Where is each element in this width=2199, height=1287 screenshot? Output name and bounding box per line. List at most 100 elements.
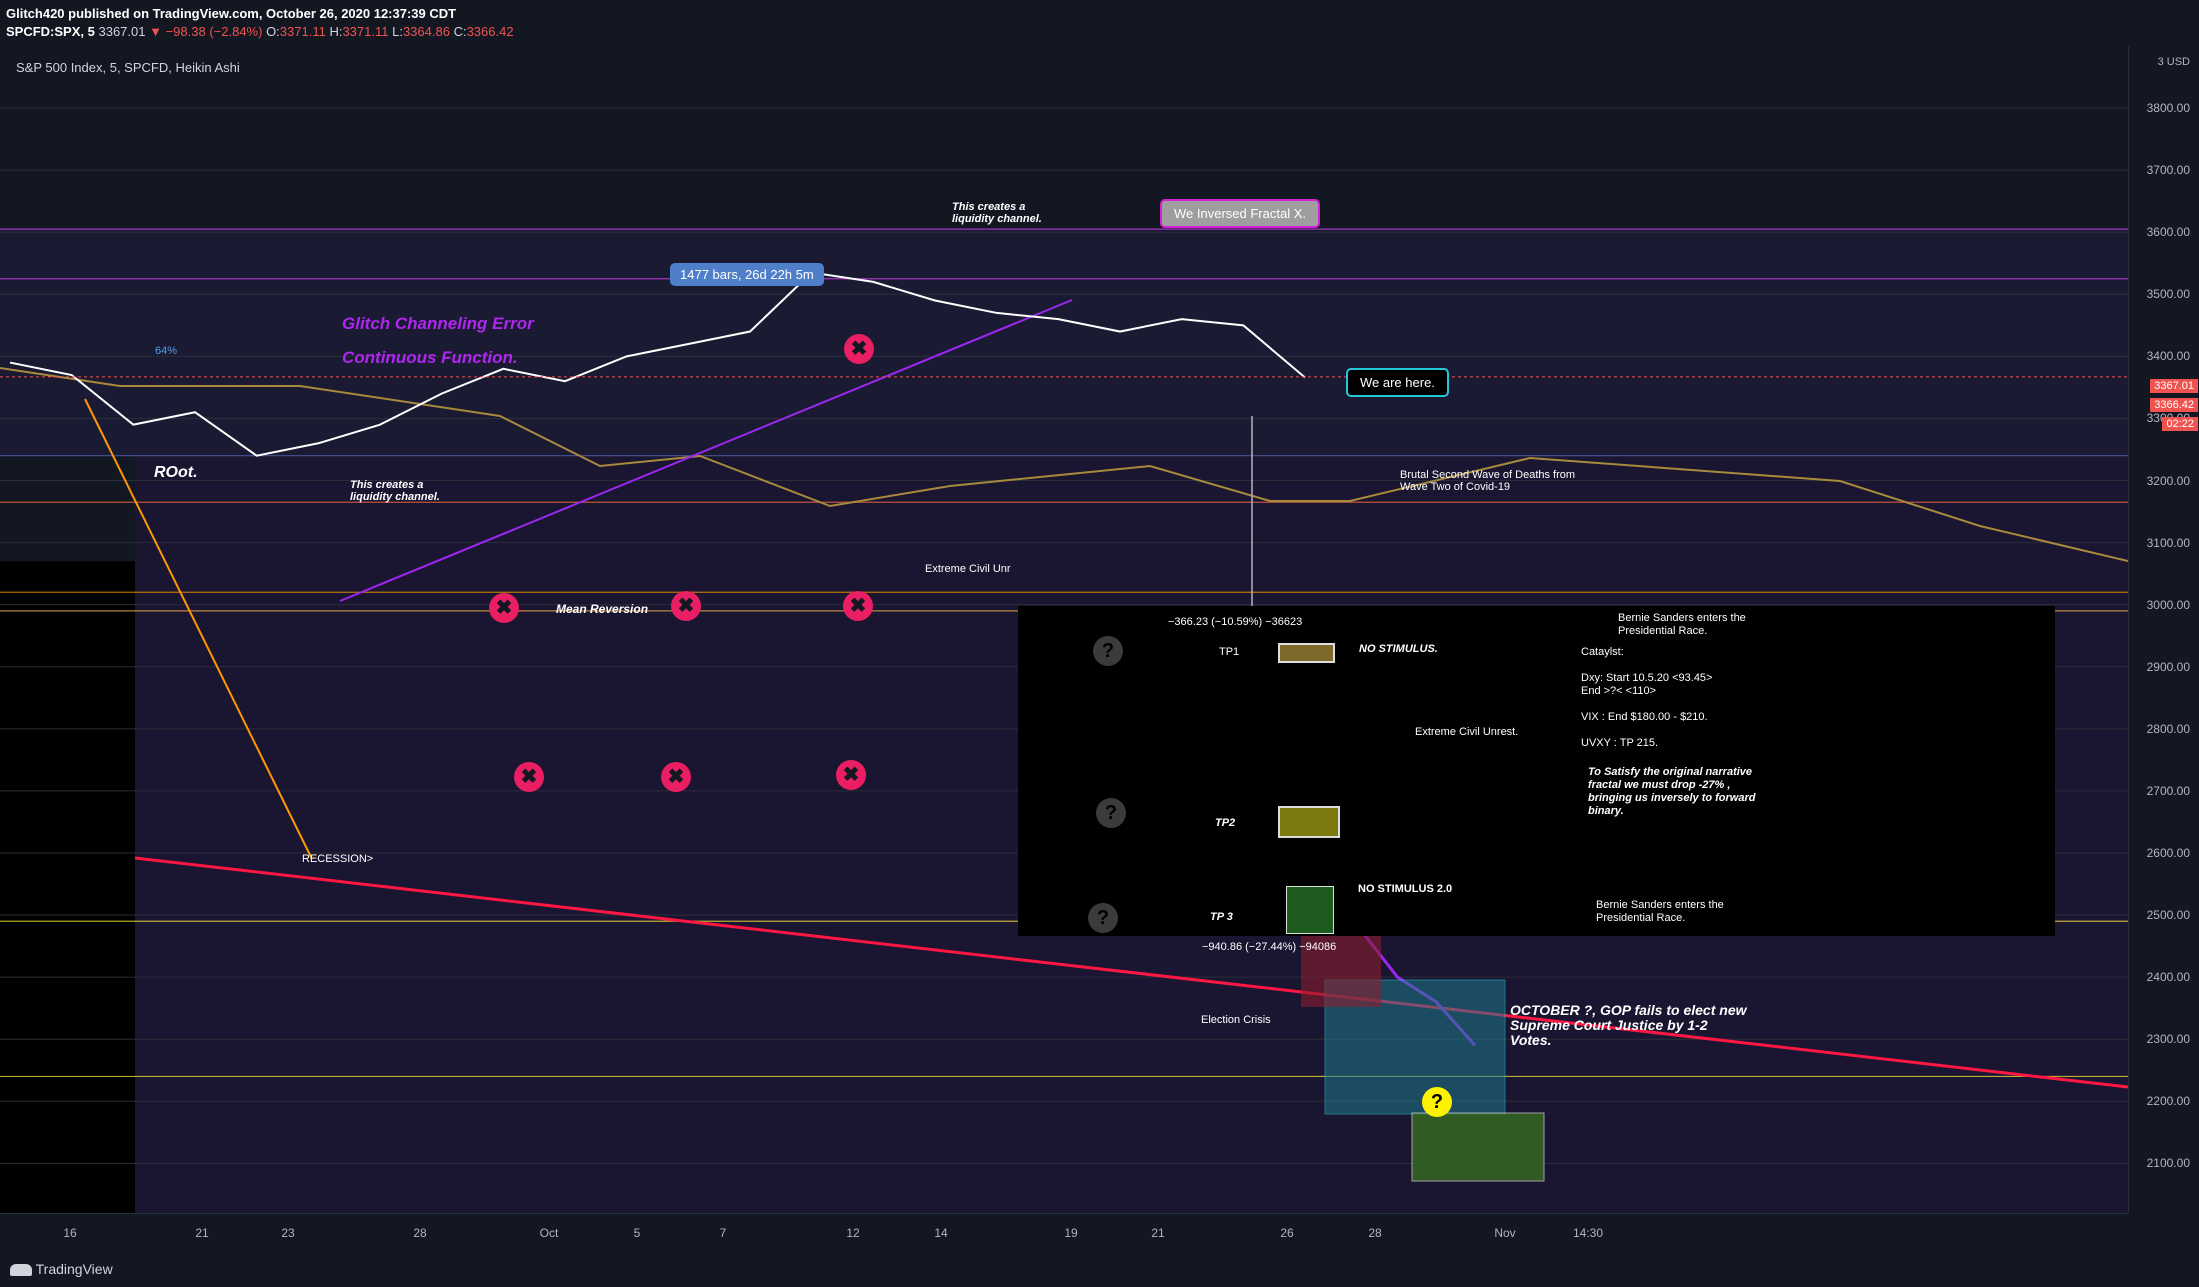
- liquidity-note-top: This creates a liquidity channel.: [952, 201, 1042, 225]
- chart-plot-area[interactable]: S&P 500 Index, 5, SPCFD, Heikin Ashi We …: [0, 46, 2128, 1213]
- x-marker[interactable]: ✖: [514, 762, 544, 792]
- x-marker[interactable]: ✖: [844, 334, 874, 364]
- y-tick-label: 2100.00: [2146, 1156, 2190, 1171]
- countdown-tag: 02:22: [2162, 417, 2198, 431]
- measure-bottom-label: −940.86 (−27.44%) −94086: [1202, 941, 1337, 953]
- x-tick-label: 21: [1151, 1226, 1165, 1240]
- high-value: 3371.11: [342, 24, 389, 39]
- open-value: 3371.11: [279, 24, 326, 39]
- no-stimulus-2-label: NO STIMULUS 2.0: [1358, 883, 1453, 895]
- root-label: ROot.: [154, 464, 198, 481]
- x-marker[interactable]: ✖: [843, 591, 873, 621]
- y-tick-label: 2800.00: [2146, 721, 2190, 736]
- x-tick-label: 28: [413, 1226, 427, 1240]
- target-box-green: [1411, 1112, 1545, 1182]
- x-marker[interactable]: ✖: [489, 593, 519, 623]
- time-axis[interactable]: 16 21 23 28 Oct 5 7 12 14 19 21 26 28 Nov 14:30: [0, 1213, 2128, 1254]
- x-tick-label: 28: [1368, 1226, 1382, 1240]
- glitch-channel-label: Glitch Channeling Error: [342, 314, 534, 333]
- y-tick-label: 2300.00: [2146, 1032, 2190, 1047]
- tp1-label: TP1: [1219, 646, 1240, 658]
- y-tick-label: 3700.00: [2146, 163, 2190, 178]
- no-stimulus-label: NO STIMULUS.: [1359, 643, 1438, 655]
- footer: TradingView: [0, 1253, 2199, 1287]
- question-icon: ?: [1088, 903, 1118, 933]
- price-axis[interactable]: 3 USD 3800.00 3700.00 3600.00 3500.00 3400.0…: [2128, 46, 2199, 1213]
- extreme-unrest-note: Extreme Civil Unrest.: [1415, 726, 1519, 738]
- october-note: OCTOBER ?, GOP fails to elect new Suprem…: [1510, 1002, 1747, 1048]
- liquidity-note-left: This creates a liquidity channel.: [350, 479, 440, 503]
- continuous-function-label: Continuous Function.: [342, 348, 518, 367]
- question-icon: ?: [1093, 636, 1123, 666]
- x-tick-label: 21: [195, 1226, 209, 1240]
- symbol-name: SPCFD:SPX, 5: [6, 24, 95, 39]
- close-price-tag: 3366.42: [2150, 398, 2198, 412]
- x-tick-label: 14:30: [1572, 1226, 1604, 1240]
- y-tick-label: 3500.00: [2146, 287, 2190, 302]
- question-icon: ?: [1096, 798, 1126, 828]
- satisfy-note: To Satisfy the original narrative fracta…: [1588, 766, 1756, 817]
- y-tick-label: 2200.00: [2146, 1094, 2190, 1109]
- recession-label: RECESSION>: [302, 853, 374, 865]
- symbol-line: SPCFD:SPX, 5 3367.01 ▼ −98.38 (−2.84%) O…: [6, 24, 514, 39]
- last-price-tag: 3367.01: [2150, 379, 2198, 393]
- red-trend-line: [134, 856, 2128, 1089]
- last-price: 3367.01: [98, 24, 146, 39]
- x-tick-label: 16: [63, 1226, 77, 1240]
- y-tick-label: 2400.00: [2146, 970, 2190, 985]
- catalyst-note: Cataylst: Dxy: Start 10.5.20 <93.45> End…: [1581, 646, 1713, 749]
- y-tick-label: 3000.00: [2146, 597, 2190, 612]
- purple-channel-line: [339, 299, 1073, 602]
- y-tick-label: 3200.00: [2146, 473, 2190, 488]
- publisher-line: Glitch420 published on TradingView.com, …: [6, 6, 457, 21]
- x-tick-label: Oct: [539, 1226, 559, 1240]
- moving-average-line: [0, 367, 2128, 562]
- y-tick-label: 3600.00: [2146, 225, 2190, 240]
- y-tick-label: 2700.00: [2146, 783, 2190, 798]
- y-tick-label: 3100.00: [2146, 535, 2190, 550]
- price-series-line: [9, 271, 1306, 457]
- percent-tag: 64%: [155, 345, 178, 357]
- x-tick-label: 14: [934, 1226, 948, 1240]
- tp3-label: TP 3: [1210, 911, 1233, 923]
- x-marker[interactable]: ✖: [836, 760, 866, 790]
- x-tick-label: 19: [1064, 1226, 1078, 1240]
- y-tick-label: 2500.00: [2146, 908, 2190, 923]
- bars-range-label: 1477 bars, 26d 22h 5m: [670, 263, 824, 286]
- callout-we-are-here[interactable]: We are here.: [1346, 368, 1449, 397]
- y-tick-label: 2600.00: [2146, 845, 2190, 860]
- question-icon-yellow: ?: [1422, 1087, 1452, 1117]
- low-value: 3364.86: [402, 24, 450, 39]
- mean-reversion-label: Mean Reversion: [556, 602, 649, 616]
- measure-top-label: −366.23 (−10.59%) −36623: [1168, 616, 1303, 628]
- left-black-block: [0, 561, 135, 1213]
- y-tick-label: 3400.00: [2146, 349, 2190, 364]
- price-change: ▼ −98.38 (−2.84%): [149, 24, 263, 39]
- x-tick-label: 12: [846, 1226, 860, 1240]
- close-value: 3366.42: [466, 24, 514, 39]
- tp3-box: [1286, 886, 1334, 934]
- x-marker[interactable]: ✖: [671, 591, 701, 621]
- x-tick-label: Nov: [1494, 1226, 1516, 1240]
- tp2-box: [1278, 806, 1340, 838]
- tradingview-brand[interactable]: TradingView: [10, 1261, 113, 1277]
- scenario-overlay-panel[interactable]: −366.23 (−10.59%) −36623 ? TP1 NO STIMUL…: [1018, 606, 2055, 936]
- election-crisis-note: Election Crisis: [1201, 1014, 1271, 1026]
- bernie-note-top: Bernie Sanders enters the Presidential R…: [1618, 612, 1746, 637]
- x-tick-label: 23: [281, 1226, 295, 1240]
- tp1-box: [1278, 643, 1335, 663]
- upper-band-bg: [0, 229, 2128, 456]
- chart-title: S&P 500 Index, 5, SPCFD, Heikin Ashi: [16, 60, 240, 75]
- tp2-label: TP2: [1215, 817, 1236, 829]
- axis-currency: 3 USD: [2157, 56, 2190, 68]
- callout-we-inversed[interactable]: We Inversed Fractal X.: [1160, 199, 1320, 228]
- x-tick-label: 5: [633, 1226, 641, 1240]
- extreme-unrest-top-note: Extreme Civil Unr: [925, 563, 1011, 575]
- x-tick-label: 7: [719, 1226, 727, 1240]
- bernie-note-bottom: Bernie Sanders enters the Presidential R…: [1596, 899, 1724, 924]
- brutal-wave-note: Brutal Second Wave of Deaths from Wave T…: [1400, 469, 1576, 493]
- orange-trend-line: [84, 398, 313, 860]
- x-marker[interactable]: ✖: [661, 762, 691, 792]
- y-tick-label: 3800.00: [2146, 101, 2190, 116]
- tradingview-logo-icon: [10, 1264, 32, 1277]
